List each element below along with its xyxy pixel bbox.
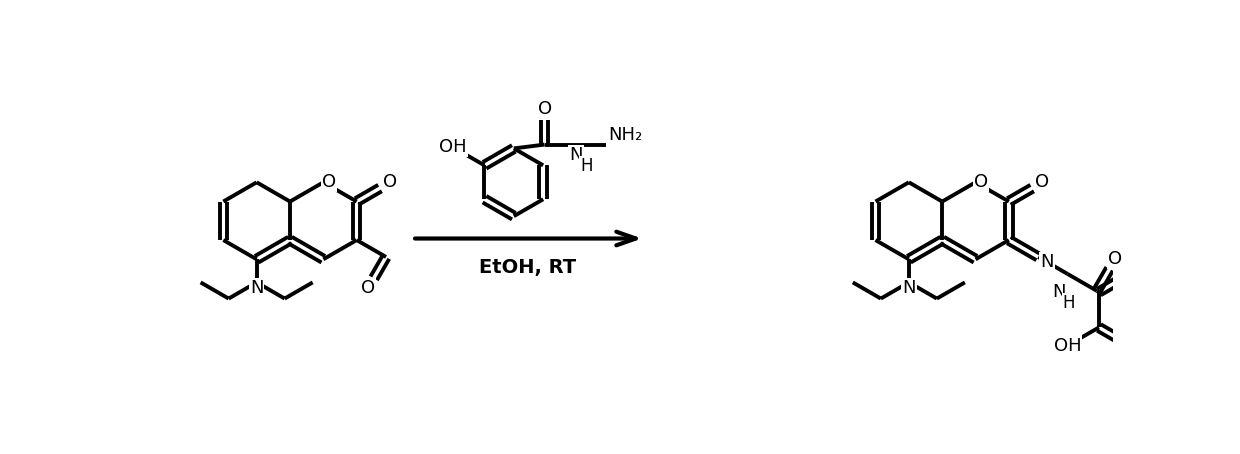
Text: O: O xyxy=(1109,250,1122,268)
Text: OH: OH xyxy=(439,138,467,156)
Text: O: O xyxy=(321,173,336,191)
Text: O: O xyxy=(361,279,374,297)
Text: O: O xyxy=(973,173,988,191)
Text: O: O xyxy=(383,173,397,191)
Text: H: H xyxy=(580,157,593,175)
Text: O: O xyxy=(538,100,552,118)
Text: EtOH, RT: EtOH, RT xyxy=(479,258,577,277)
Text: OH: OH xyxy=(1054,336,1081,355)
Text: N: N xyxy=(569,146,583,164)
Text: N: N xyxy=(903,279,915,297)
Text: H: H xyxy=(1063,294,1075,312)
Text: NH₂: NH₂ xyxy=(609,126,642,144)
Text: N: N xyxy=(1053,283,1066,301)
Text: O: O xyxy=(1035,173,1049,191)
Text: N: N xyxy=(1040,253,1054,271)
Text: N: N xyxy=(250,279,263,297)
